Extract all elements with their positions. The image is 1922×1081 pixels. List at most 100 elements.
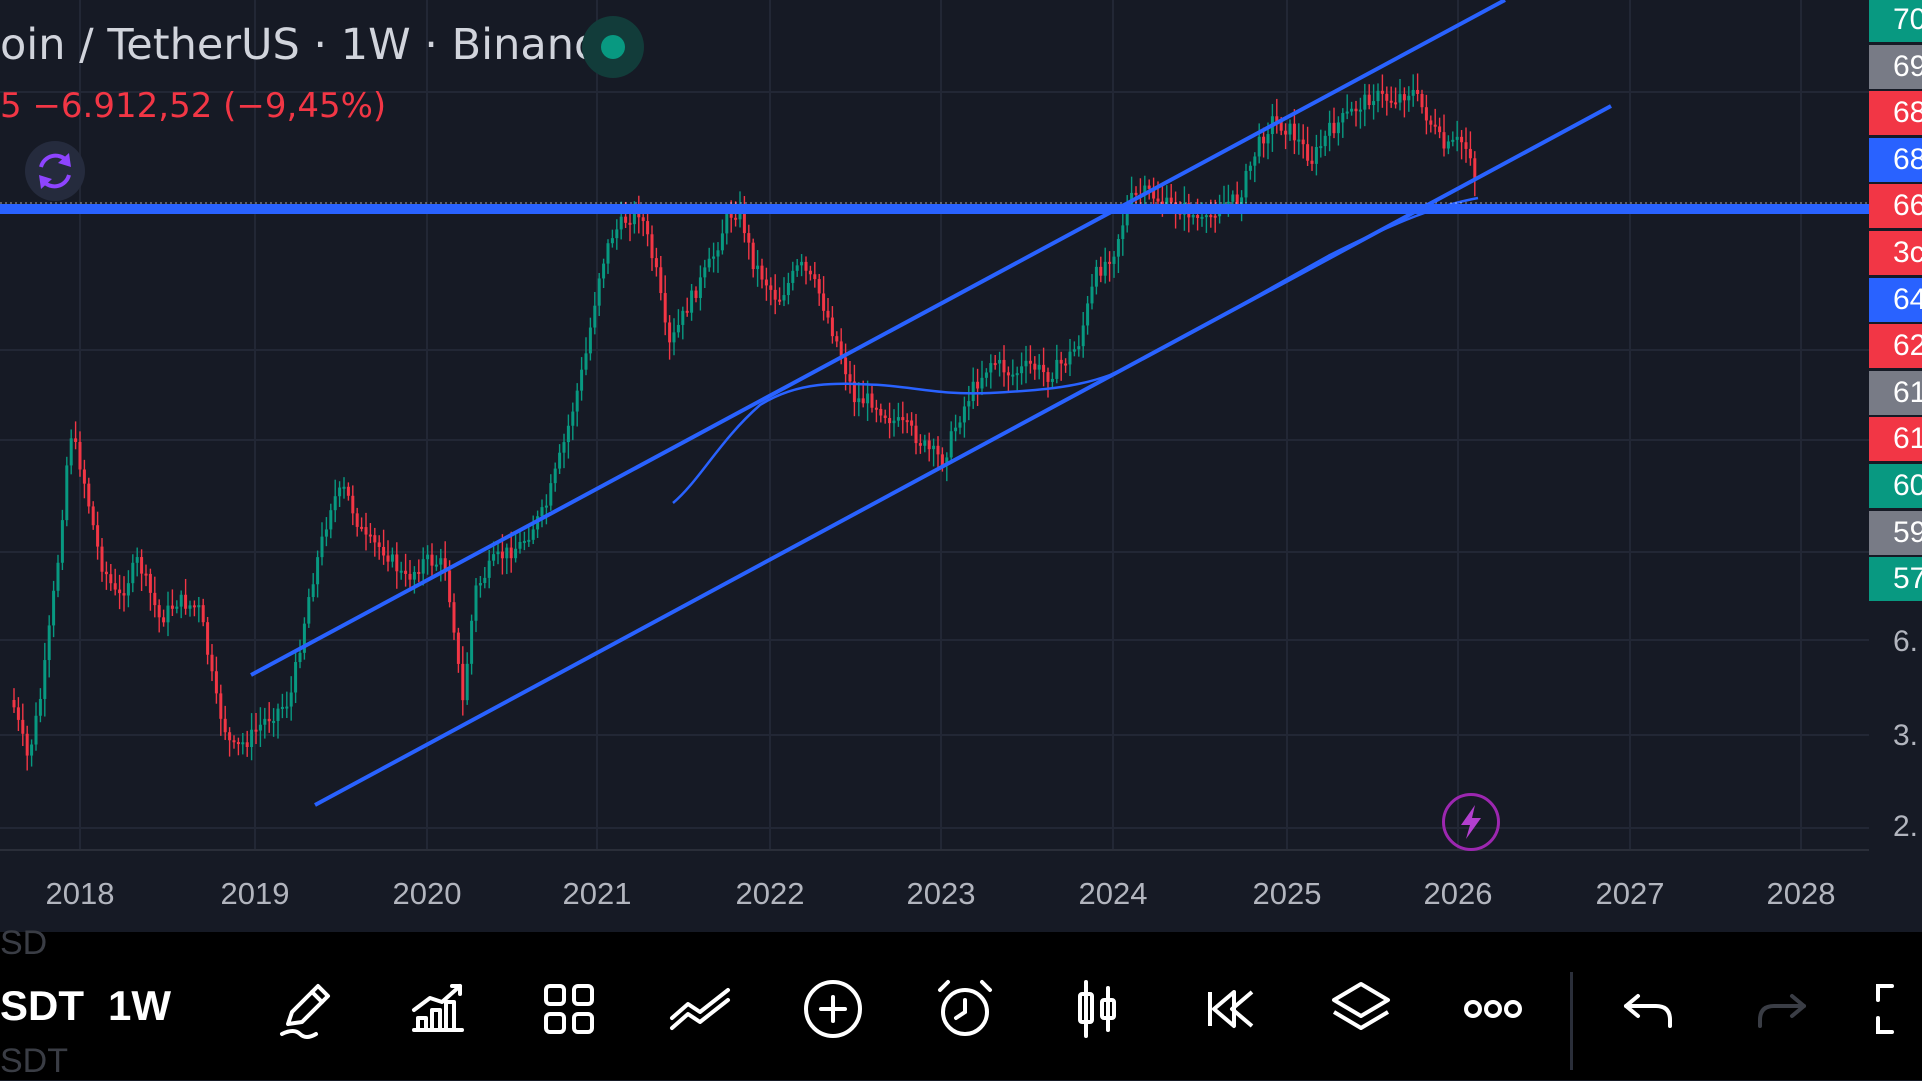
price-tag[interactable]: 60	[1869, 464, 1922, 508]
price-axis-label: 6.	[1893, 625, 1919, 658]
candle-body	[1288, 123, 1292, 135]
fullscreen-icon[interactable]	[1866, 972, 1922, 1046]
price-tag[interactable]: 69	[1869, 44, 1922, 89]
candle-body	[1460, 136, 1464, 143]
candle-body	[1402, 94, 1406, 101]
candle-body	[1451, 139, 1455, 142]
candle-body	[760, 265, 764, 280]
candle-body	[817, 279, 821, 294]
candle-body	[509, 547, 513, 559]
price-tag[interactable]: 59	[1869, 510, 1922, 555]
candle-body	[34, 715, 38, 745]
lightning-icon[interactable]	[1442, 793, 1500, 851]
candle-body	[729, 212, 733, 218]
indicators-icon[interactable]	[400, 972, 474, 1046]
price-tag[interactable]: 68	[1869, 137, 1922, 182]
price-tag[interactable]: 61	[1869, 417, 1922, 462]
channel-lower-line[interactable]	[314, 104, 1612, 807]
candle-body	[1284, 130, 1288, 135]
alert-clock-icon[interactable]	[928, 972, 1002, 1046]
candle-body	[443, 558, 447, 571]
price-tag[interactable]: 62	[1869, 324, 1922, 369]
candle-body	[1433, 124, 1437, 127]
candle-body	[131, 562, 135, 584]
price-tag[interactable]: 57	[1869, 557, 1922, 602]
market-status-indicator[interactable]	[582, 16, 644, 78]
price-tag[interactable]: 68	[1869, 91, 1922, 136]
price-scale-tags[interactable]: 70 69 68 68 66 3c 64 62 61 61 60 59 57	[1869, 0, 1922, 932]
candle-body	[712, 256, 716, 259]
candle-body	[258, 724, 262, 731]
candle-body	[544, 505, 548, 508]
candle-body	[12, 700, 16, 708]
moving-average-line[interactable]	[672, 196, 1479, 504]
chart-type-icon[interactable]	[664, 972, 738, 1046]
candle-body	[571, 411, 575, 426]
candle-body	[800, 261, 804, 266]
candle-body	[962, 406, 966, 423]
candle-body	[148, 573, 152, 593]
candle-body	[1292, 123, 1296, 141]
candle-body	[606, 243, 610, 264]
channel-upper-line[interactable]	[250, 0, 1506, 677]
candle-body	[289, 692, 293, 707]
candle-body	[650, 234, 654, 259]
candle-body	[140, 557, 144, 574]
candle-body	[1248, 165, 1252, 171]
candle-body	[1112, 256, 1116, 264]
undo-icon[interactable]	[1612, 972, 1686, 1046]
candle-body	[188, 605, 192, 609]
candle-body	[628, 222, 632, 225]
candle-body	[170, 605, 174, 609]
candle-body	[492, 554, 496, 561]
candle-body	[936, 445, 940, 455]
candle-body	[307, 597, 311, 624]
candle-body	[1200, 216, 1204, 219]
candles-icon[interactable]	[1060, 972, 1134, 1046]
sync-icon[interactable]	[25, 141, 85, 201]
symbol-title[interactable]: oin / TetherUS · 1W · Binance	[0, 20, 625, 70]
candle-body	[122, 593, 126, 596]
candle-body	[452, 602, 456, 633]
candle-body	[1358, 109, 1362, 112]
candle-body	[716, 250, 720, 257]
candle-body	[448, 570, 452, 603]
layers-icon[interactable]	[1324, 972, 1398, 1046]
candle-body	[223, 718, 227, 733]
candle-body	[562, 442, 566, 453]
candle-body	[615, 229, 619, 239]
more-icon[interactable]	[1456, 972, 1530, 1046]
candle-body	[294, 662, 298, 693]
candle-body	[1209, 215, 1213, 218]
candle-body	[1442, 132, 1446, 149]
price-tag[interactable]: 66	[1869, 184, 1922, 229]
candle-body	[896, 417, 900, 421]
price-tag[interactable]: 3c	[1869, 231, 1922, 275]
price-tag[interactable]: 70	[1869, 0, 1922, 42]
candle-body	[206, 622, 210, 655]
candle-body	[316, 557, 320, 585]
layouts-icon[interactable]	[532, 972, 606, 1046]
replay-icon[interactable]	[1192, 972, 1266, 1046]
candle-body	[1323, 135, 1327, 147]
price-tag[interactable]: 64	[1869, 277, 1922, 322]
price-tag[interactable]: 61	[1869, 370, 1922, 415]
candle-body	[60, 520, 64, 563]
candle-body	[597, 278, 601, 306]
drawing-tools-icon[interactable]	[270, 972, 344, 1046]
chart-canvas[interactable]	[0, 0, 1869, 932]
candle-body	[426, 554, 430, 560]
candle-body	[518, 541, 522, 549]
candle-body	[56, 562, 60, 591]
candle-body	[254, 729, 258, 732]
candle-body	[566, 425, 570, 443]
redo-icon	[1744, 972, 1818, 1046]
candle-body	[830, 317, 834, 337]
symbol-button[interactable]: SDT	[0, 982, 84, 1029]
interval-button[interactable]: 1W	[108, 982, 171, 1029]
chart-area[interactable]: oin / TetherUS · 1W · Binance 5 −6.912,5…	[0, 0, 1922, 932]
candle-body	[927, 440, 931, 450]
candle-body	[918, 443, 922, 446]
candle-body	[1279, 121, 1283, 131]
add-icon[interactable]	[796, 972, 870, 1046]
